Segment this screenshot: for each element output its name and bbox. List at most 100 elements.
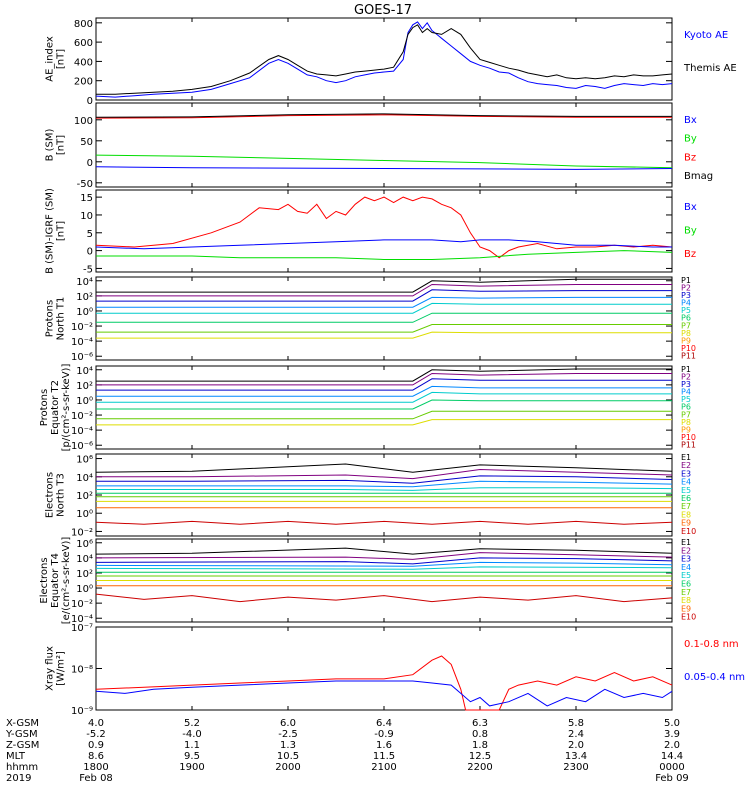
ae-frame xyxy=(95,17,673,101)
xray-y-tick-label: 10⁻⁸ xyxy=(71,665,93,676)
bsm-y-tick-label: -50 xyxy=(77,179,93,190)
protons_north-y-tick-label: 10² xyxy=(76,292,93,303)
protons_equator-y-tick-label: 10⁴ xyxy=(76,366,93,377)
protons_equator-y-tick-label: 10² xyxy=(76,381,93,392)
xray-frame xyxy=(95,626,673,711)
electrons_north-legend-entry: E8 xyxy=(681,510,691,519)
x-axis-row-value: 1800 xyxy=(83,762,108,773)
electrons_north-series-e10 xyxy=(95,520,673,525)
protons_equator-legend-entry: P3 xyxy=(681,380,691,389)
x-axis-row-value: -0.9 xyxy=(374,729,394,740)
bigrf-legend-entry: Bz xyxy=(684,249,696,260)
x-axis-row-value: 2100 xyxy=(371,762,396,773)
protons_equator-legend-entry: P7 xyxy=(681,410,691,419)
protons_equator-y-tick-label: 10⁰ xyxy=(76,396,93,407)
electrons_equator-legend-entry: E1 xyxy=(681,538,691,547)
protons_north-series-p3 xyxy=(96,289,672,302)
protons_equator-y-tick-label: 10⁻⁴ xyxy=(71,426,93,437)
xray-y-tick-label: 10⁻⁷ xyxy=(71,623,93,634)
x-axis-row-value: -4.0 xyxy=(182,729,202,740)
electrons_north-legend-entry: E10 xyxy=(681,527,696,536)
protons_north-y-tick-label: 10⁻⁴ xyxy=(71,337,93,348)
protons_north-series-p5 xyxy=(96,302,672,314)
protons_equator-series-p3 xyxy=(96,378,672,391)
protons_equator-series-p7 xyxy=(96,410,672,420)
electrons_equator-y-tick-label: 10⁴ xyxy=(76,554,93,565)
protons_equator-frame xyxy=(95,365,673,450)
x-axis-start-date: Feb 08 xyxy=(79,773,113,784)
electrons_north-series-e1 xyxy=(95,463,673,473)
electrons_equator-y-axis-label: Equator T4 xyxy=(50,553,61,608)
protons_equator-legend-entry: P8 xyxy=(681,418,691,427)
electrons_north-y-tick-label: 10⁰ xyxy=(76,509,93,520)
xray-legend-entry: 0.1-0.8 nm xyxy=(684,639,739,650)
protons_north-y-tick-label: 10⁻² xyxy=(71,322,93,333)
electrons_equator-y-tick-label: 10⁻⁴ xyxy=(71,614,93,625)
x-axis-row-value: -2.5 xyxy=(278,729,298,740)
protons_north-legend-entry: P4 xyxy=(681,299,691,308)
bigrf-y-axis-label: B (SM)-IGRF (SM) xyxy=(45,188,56,274)
protons_equator-series-p2 xyxy=(96,372,672,386)
electrons_north-legend-entry: E5 xyxy=(681,486,691,495)
xray-series-0-1-0-8-nm xyxy=(95,655,673,711)
bsm-y-tick-label: 50 xyxy=(80,137,93,148)
x-axis-row-value: 5.0 xyxy=(664,718,680,729)
bsm-legend-entry: Bmag xyxy=(684,171,713,182)
bigrf-y-tick-label: 10 xyxy=(80,211,93,222)
electrons_equator-series-e5 xyxy=(95,566,673,570)
protons_north-y-tick-label: 10⁻⁶ xyxy=(71,352,93,363)
protons_north-legend-entry: P11 xyxy=(681,351,696,360)
ae-series-kyoto-ae xyxy=(95,21,673,98)
electrons_equator-y-axis-label: Electrons xyxy=(39,557,50,603)
protons_north-legend-entry: P10 xyxy=(681,344,696,353)
electrons_equator-series-e3 xyxy=(95,557,673,565)
protons_north-series-p6 xyxy=(96,312,672,323)
bsm-series-bmag xyxy=(95,113,672,118)
electrons_north-legend-entry: E6 xyxy=(681,494,691,503)
xray-series-0-05-0-4-nm xyxy=(95,680,673,707)
x-axis-row-value: 2000 xyxy=(275,762,300,773)
electrons_equator-series-e2 xyxy=(95,552,673,560)
electrons_equator-legend-entry: E2 xyxy=(681,546,691,555)
protons_equator-y-tick-label: 10⁻⁶ xyxy=(71,441,93,452)
protons_north-series-p8 xyxy=(96,331,672,339)
protons_north-legend-entry: P8 xyxy=(681,329,691,338)
x-axis-row-value: 2300 xyxy=(563,762,588,773)
electrons_north-legend-entry: E3 xyxy=(681,469,691,478)
bsm-frame xyxy=(95,102,673,188)
x-axis-row-value: 2.0 xyxy=(568,740,584,751)
bigrf-y-tick-label: 5 xyxy=(87,229,93,240)
protons_equator-series-p6 xyxy=(96,399,672,410)
x-axis-row-value: 2.0 xyxy=(664,740,680,751)
bigrf-legend-entry: By xyxy=(684,225,697,236)
protons_equator-y-axis-label: [p/(cm²-s-sr-keV)] xyxy=(61,364,72,452)
bsm-series-bz xyxy=(95,114,672,119)
electrons_north-y-tick-label: 10⁶ xyxy=(76,455,93,466)
electrons_north-legend-entry: E1 xyxy=(681,453,691,462)
x-axis-row-value: 6.4 xyxy=(376,718,392,729)
protons_north-legend-entry: P6 xyxy=(681,314,691,323)
electrons_equator-legend-entry: E5 xyxy=(681,571,691,580)
protons_equator-series-p5 xyxy=(96,391,672,403)
electrons_equator-legend-entry: E6 xyxy=(681,580,691,589)
protons_equator-legend-entry: P6 xyxy=(681,403,691,412)
x-axis-row-value: 1.6 xyxy=(376,740,392,751)
ae-y-axis-label: AE_index xyxy=(45,36,56,82)
electrons_equator-y-axis-label: [e/(cm²-s-sr-keV)] xyxy=(61,537,72,625)
bsm-legend-entry: Bx xyxy=(684,115,697,126)
bigrf-series-bx xyxy=(95,239,672,250)
electrons_equator-series-e4 xyxy=(95,561,673,567)
protons_equator-y-tick-label: 10⁻² xyxy=(71,411,93,422)
electrons_north-legend-entry: E4 xyxy=(681,478,691,487)
xray-y-axis-label: Xray flux xyxy=(45,646,56,691)
x-axis-row-label: Y-GSM xyxy=(5,729,38,740)
protons_equator-legend-entry: P11 xyxy=(681,440,696,449)
x-axis-row-value: 0000 xyxy=(659,762,684,773)
electrons_north-legend-entry: E2 xyxy=(681,461,691,470)
ae-y-tick-label: 600 xyxy=(74,38,93,49)
x-axis-row-value: -5.2 xyxy=(86,729,106,740)
x-axis-row-value: 13.4 xyxy=(565,751,587,762)
electrons_equator-legend-entry: E7 xyxy=(681,588,691,597)
electrons_equator-legend-entry: E9 xyxy=(681,604,691,613)
protons_equator-legend-entry: P5 xyxy=(681,395,691,404)
